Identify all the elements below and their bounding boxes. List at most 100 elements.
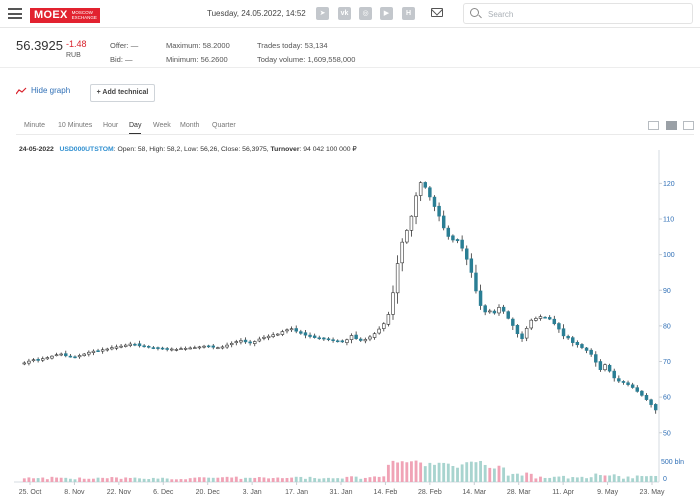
- currency-label: RUB: [66, 52, 81, 59]
- search-box[interactable]: [463, 3, 693, 24]
- price-tick-label: 120: [663, 181, 675, 188]
- tab-minute[interactable]: Minute: [24, 122, 46, 129]
- telegram-icon[interactable]: ➤: [316, 7, 329, 20]
- candle-body: [455, 239, 460, 242]
- price-tick-label: 70: [663, 359, 671, 366]
- date-tick-label: 23. May: [640, 489, 665, 496]
- current-datetime: Tuesday, 24.05.2022, 14:52: [207, 9, 306, 18]
- volume-bar: [497, 465, 501, 482]
- candle-body: [285, 329, 289, 332]
- volume-bar: [635, 475, 639, 482]
- vk-icon[interactable]: vk: [338, 7, 351, 20]
- volume-bar: [248, 477, 252, 482]
- tab-week[interactable]: Week: [153, 122, 171, 129]
- search-icon[interactable]: [470, 8, 479, 17]
- volume-bar: [631, 478, 635, 482]
- candle-body: [110, 347, 114, 350]
- candle-body: [354, 334, 358, 339]
- moex-logo[interactable]: MOEX MOSCOW EXCHANGE: [30, 7, 100, 23]
- bid-value: Bid: —: [110, 55, 133, 64]
- info-ticker[interactable]: USD000UTSTOM: [59, 146, 114, 153]
- chart-grid: [14, 150, 660, 483]
- volume-bar: [405, 462, 409, 482]
- volume-bar: [115, 477, 118, 482]
- candle-body: [41, 358, 45, 361]
- bar-chart-icon[interactable]: [683, 121, 694, 130]
- candle-body: [557, 323, 561, 330]
- candle-body: [534, 318, 538, 321]
- tab-month[interactable]: Month: [180, 122, 200, 129]
- tab-day[interactable]: Day: [129, 122, 142, 134]
- candle-body: [626, 382, 630, 385]
- candle-body: [598, 361, 603, 370]
- candle-body: [483, 305, 487, 313]
- hide-graph-link[interactable]: Hide graph: [16, 86, 70, 95]
- volume-bar: [294, 476, 298, 482]
- volume-bar: [179, 479, 183, 482]
- tab-quarter[interactable]: Quarter: [212, 122, 236, 129]
- candle-body: [506, 311, 510, 319]
- volume-bar: [391, 460, 395, 482]
- candle-body: [22, 362, 27, 365]
- candle-body: [488, 310, 492, 313]
- volume-bar: [649, 475, 653, 482]
- candle-body: [54, 354, 59, 357]
- volume-bar: [327, 477, 330, 482]
- tab-hour[interactable]: Hour: [103, 122, 119, 129]
- candle-body: [460, 239, 464, 249]
- youtube-icon[interactable]: ▶: [380, 7, 393, 20]
- candle-body: [418, 182, 423, 196]
- volume-bar: [128, 477, 132, 482]
- volume-bar: [469, 461, 473, 482]
- candle-body: [423, 182, 427, 188]
- candle-body: [234, 341, 239, 344]
- volume-bar: [198, 477, 201, 482]
- hamburger-menu-icon[interactable]: [8, 8, 22, 19]
- candle-body: [437, 205, 441, 217]
- volume-bar: [548, 477, 552, 482]
- candle-body: [262, 336, 266, 339]
- volume-bar: [363, 477, 367, 482]
- habr-icon[interactable]: H: [402, 7, 415, 20]
- volume-bar: [598, 475, 602, 482]
- volume-bar: [350, 476, 353, 482]
- add-technical-button[interactable]: + Add technical: [90, 84, 155, 102]
- candle-body: [359, 338, 363, 341]
- candle-body: [193, 347, 197, 349]
- volume-bar: [400, 461, 404, 482]
- candle-body: [45, 357, 50, 360]
- volume-bar: [110, 477, 114, 482]
- mail-icon[interactable]: [431, 8, 443, 17]
- volume-bar: [151, 477, 155, 482]
- candle-body: [156, 347, 160, 349]
- volume-bar: [437, 462, 441, 482]
- candle-body: [50, 355, 54, 359]
- candlestick-chart-icon[interactable]: [666, 121, 677, 130]
- candle-body: [188, 347, 192, 350]
- volume-bar: [589, 477, 593, 482]
- volume-bar: [654, 476, 658, 482]
- candle-body: [428, 187, 432, 198]
- volume-bar: [336, 478, 340, 482]
- volume-bar: [414, 460, 418, 482]
- info-turnover-label: Turnover: [270, 146, 300, 153]
- price-chart[interactable]: 50 60 70 80 90 100 110 120 500 bln 0 25. Oct 8. No…: [0, 150, 700, 501]
- volume-bar: [78, 477, 82, 482]
- tab-10-minutes[interactable]: 10 Minutes: [58, 122, 93, 129]
- date-tick-label: 14. Mar: [462, 489, 486, 496]
- candle-body: [465, 248, 469, 260]
- volume-bar: [142, 478, 146, 482]
- area-chart-icon[interactable]: [648, 121, 659, 130]
- candle-body: [253, 341, 257, 344]
- ok-icon[interactable]: ◎: [359, 7, 372, 20]
- date-tick-label: 28. Mar: [507, 489, 531, 496]
- volume-tick-label: 500 bln: [661, 459, 684, 466]
- volume-bar: [483, 464, 487, 482]
- candle-body: [575, 341, 580, 346]
- quote-summary: 56.3925 -1.48 RUB Offer: — Bid: — Maximu…: [0, 28, 700, 68]
- volume-bar: [271, 478, 275, 482]
- candle-body: [216, 347, 220, 349]
- search-input[interactable]: [488, 7, 683, 21]
- volume-bar: [253, 477, 257, 482]
- volume-bar: [640, 476, 644, 482]
